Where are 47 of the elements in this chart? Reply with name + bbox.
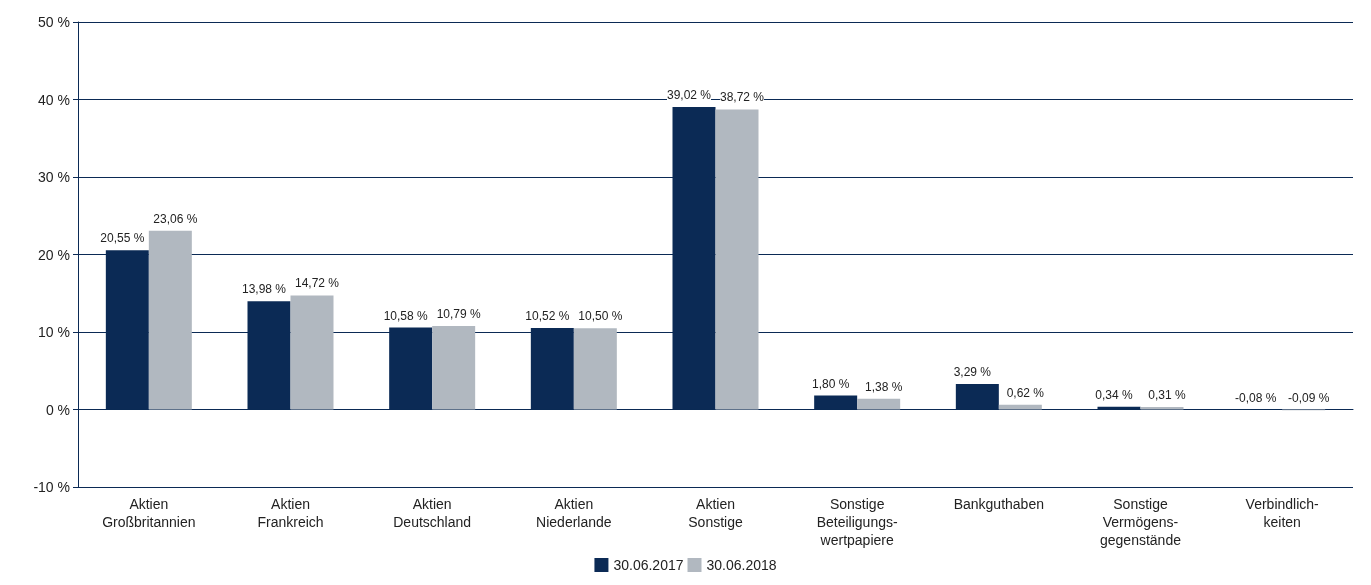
bar	[432, 325, 476, 410]
data-label: 1,38 %	[864, 379, 903, 394]
legend-label: 30.06.2018	[706, 557, 777, 573]
bar	[148, 230, 192, 410]
x-tick-label: Bankguthaben	[953, 496, 1044, 512]
data-label: 23,06 %	[153, 211, 198, 226]
y-tick-label: 0 %	[45, 401, 70, 418]
x-tick-label: Aktien Deutschland	[393, 496, 472, 530]
x-tick-label: Sonstige Vermögens- gegenstände	[1100, 496, 1182, 548]
bar	[715, 109, 759, 410]
data-label: 3,29 %	[953, 365, 992, 379]
data-label: -0,08 %	[1234, 390, 1277, 405]
data-label: 0,62 %	[1006, 385, 1045, 400]
bar	[857, 398, 901, 410]
x-tick-label: Verbindlich- keiten	[1245, 496, 1320, 530]
y-tick-label: 50 %	[38, 14, 70, 30]
x-tick-label: Aktien Frankreich	[257, 496, 324, 530]
data-label: 10,50 %	[578, 309, 623, 324]
data-label: 10,58 %	[383, 308, 429, 323]
data-label: 20,55 %	[100, 231, 145, 246]
data-label: 0,34 %	[1095, 387, 1134, 402]
x-tick-label: Aktien Großbritannien	[102, 496, 196, 530]
y-tick-label: 40 %	[38, 91, 70, 108]
data-label: 1,80 %	[811, 376, 850, 391]
bar	[290, 295, 334, 410]
bar	[1140, 407, 1184, 410]
bar	[1097, 406, 1141, 410]
data-label: 0,31 %	[1148, 388, 1187, 403]
data-label: 39,02 %	[666, 88, 712, 103]
bar	[955, 384, 999, 410]
y-tick-label: -10 %	[33, 479, 70, 495]
x-tick-label: Aktien Sonstige	[688, 496, 743, 530]
data-label: 10,52 %	[525, 308, 570, 323]
x-tick-label: Sonstige Beteiligungs- wertpapiere	[816, 496, 898, 548]
bar	[573, 328, 617, 410]
data-label: -0,09 %	[1287, 390, 1330, 405]
y-tick-label: 30 %	[38, 169, 70, 185]
data-label: 13,98 %	[241, 282, 287, 297]
y-tick-label: 10 %	[38, 324, 70, 340]
data-label: 14,72 %	[294, 276, 340, 291]
data-label: 38,72 %	[719, 90, 765, 105]
x-tick-label: Aktien Niederlande	[536, 496, 612, 530]
bar	[814, 395, 858, 410]
y-tick-label: 20 %	[38, 246, 70, 263]
data-label: 10,79 %	[436, 306, 482, 321]
bar	[998, 404, 1042, 410]
legend-label: 30.06.2017	[613, 557, 684, 573]
